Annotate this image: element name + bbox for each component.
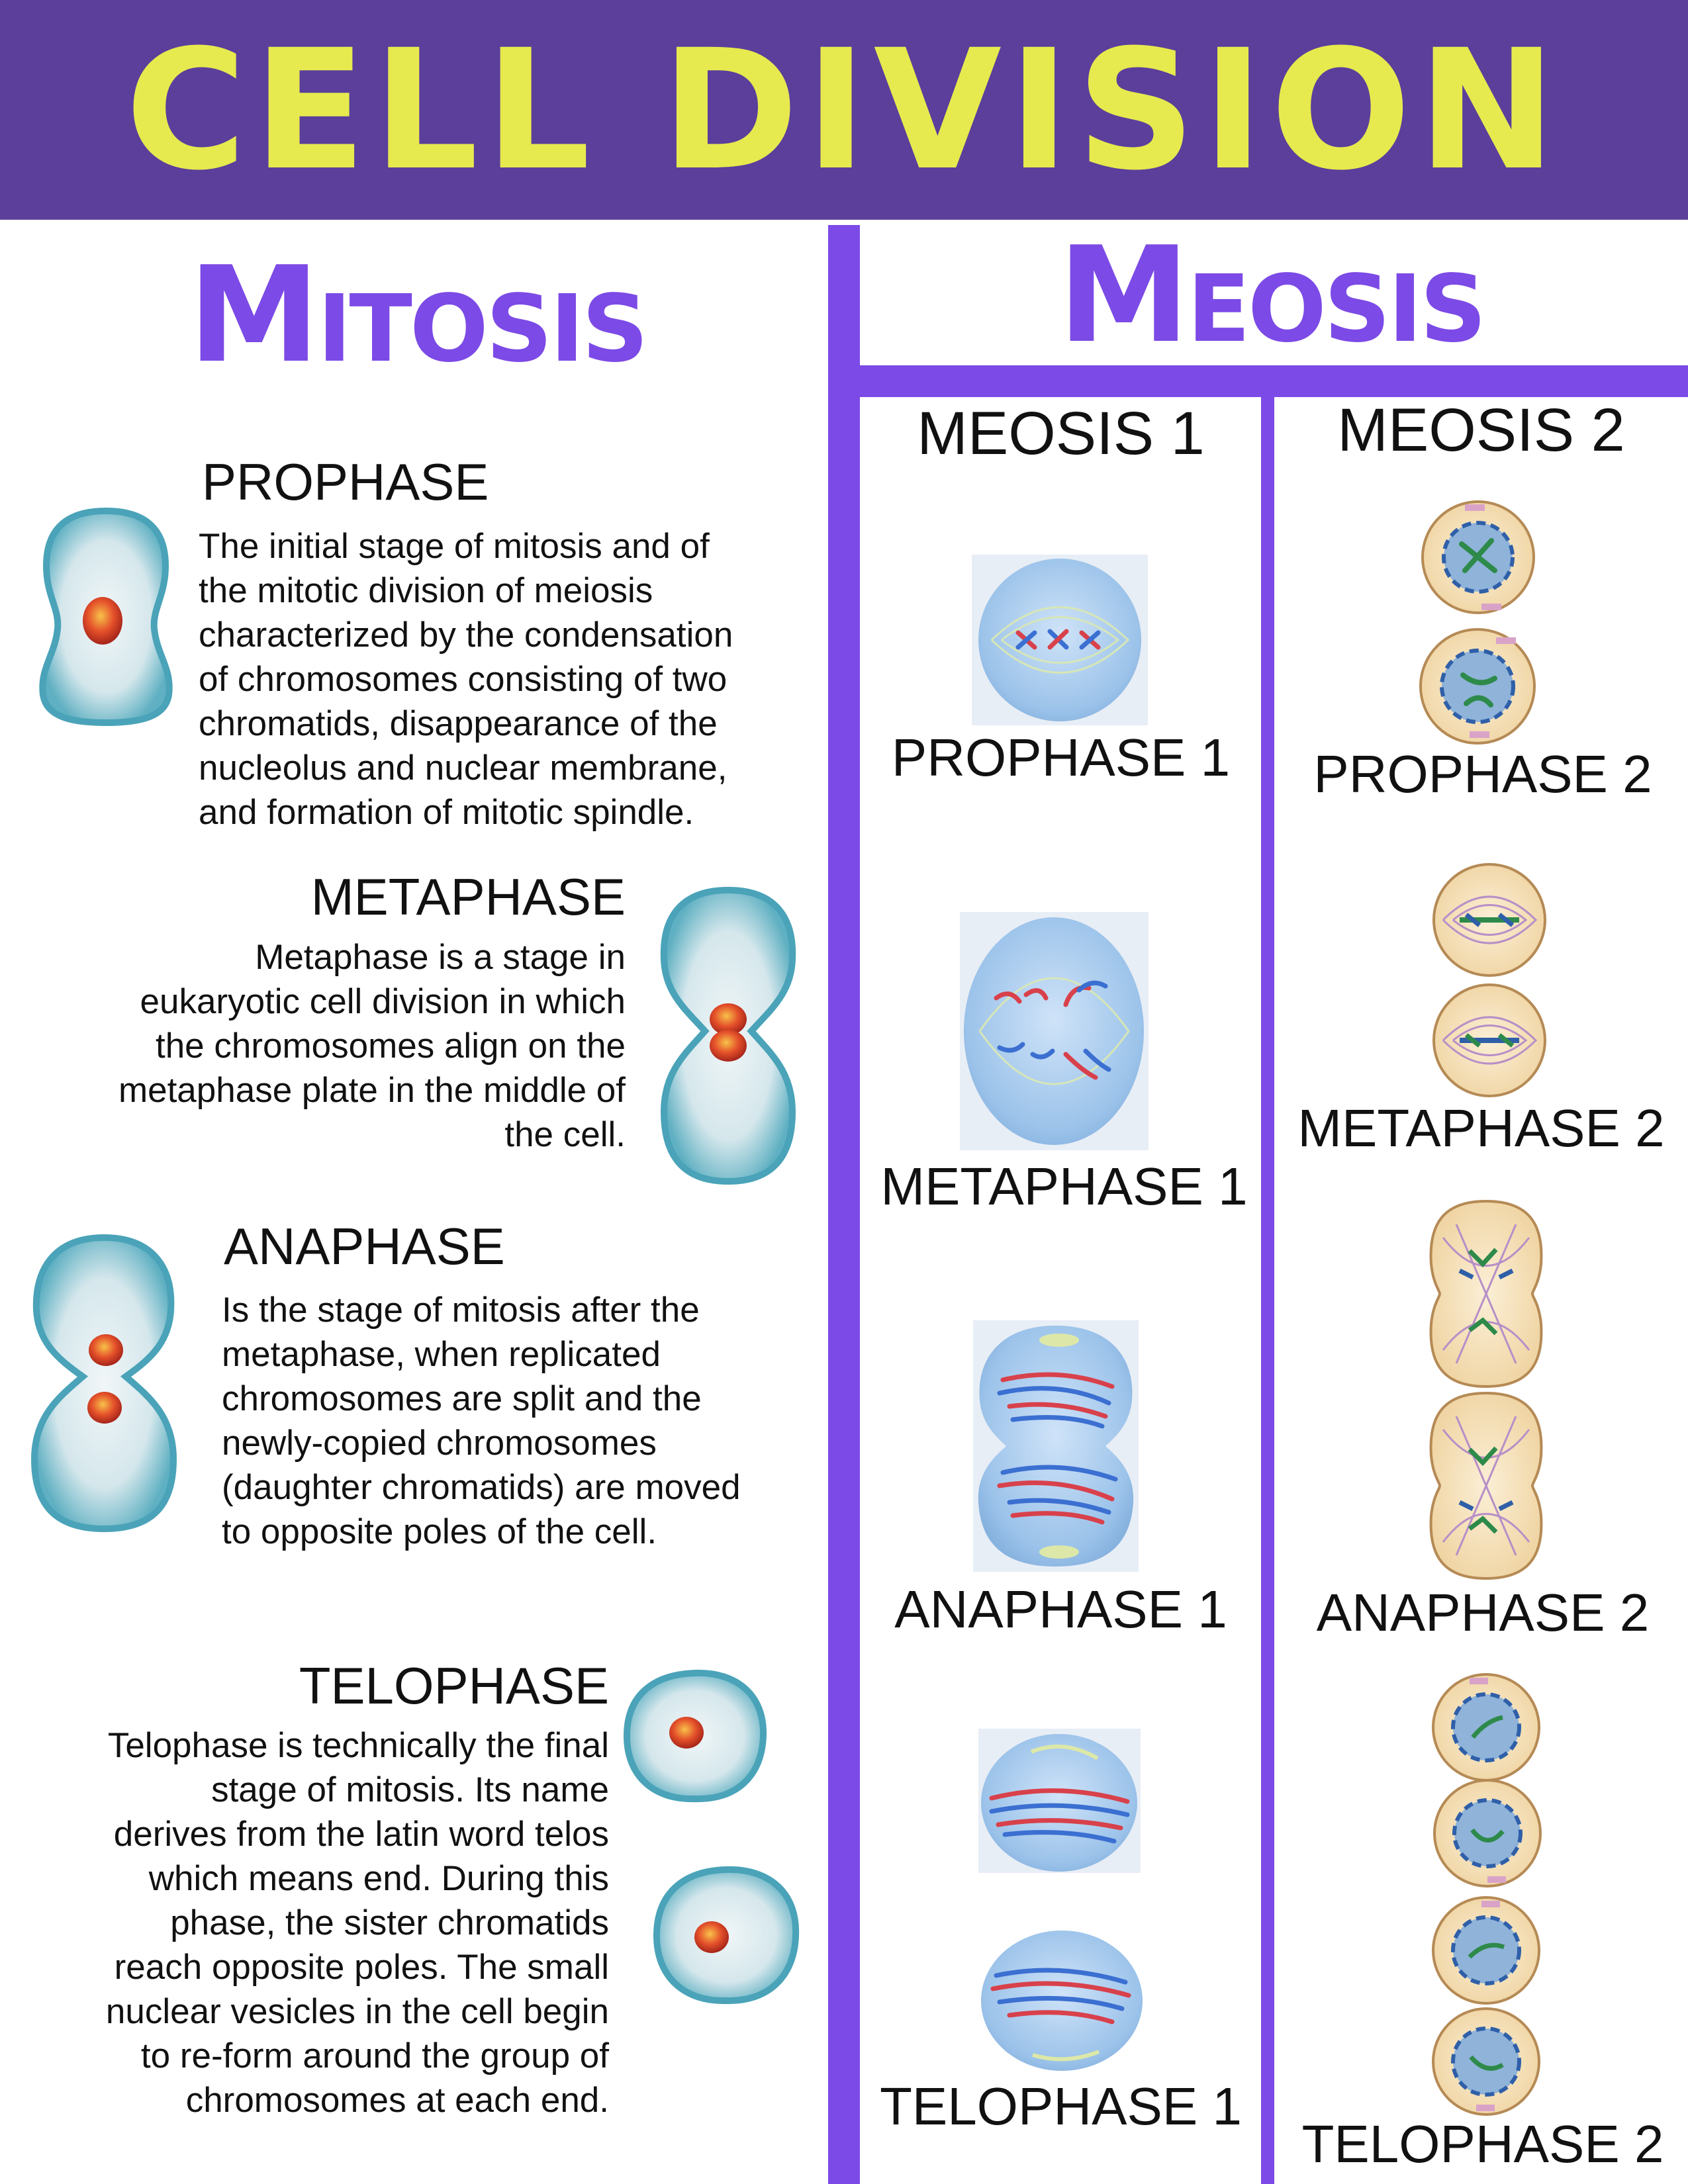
metaphase-2-image-1 xyxy=(1432,863,1546,977)
page-title: CELL DIVISION xyxy=(125,13,1563,206)
telophase-2-label: TELOPHASE 2 xyxy=(1301,2115,1664,2173)
meiosis-title: Meosis xyxy=(1058,218,1486,373)
anaphase-2-image-2 xyxy=(1429,1391,1543,1580)
telophase-cell-image-2 xyxy=(653,1866,800,2005)
telophase-heading: TELOPHASE xyxy=(299,1657,609,1715)
column-divider xyxy=(828,225,860,2184)
anaphase-1-image xyxy=(973,1320,1139,1572)
prophase-1-image xyxy=(972,555,1148,725)
meiosis-2-heading: MEOSIS 2 xyxy=(1337,396,1625,464)
anaphase-description: Is the stage of mitosis after the metaph… xyxy=(222,1291,741,1551)
telophase-2-image-2 xyxy=(1433,1779,1542,1888)
telophase-cell-image-1 xyxy=(623,1669,767,1803)
anaphase-heading: ANAPHASE xyxy=(224,1217,505,1275)
telophase-description: Telophase is technically the final stage… xyxy=(105,1726,609,2120)
metaphase-cell-image xyxy=(660,886,796,1185)
telophase-2-image-1 xyxy=(1432,1673,1540,1782)
anaphase-2-label: ANAPHASE 2 xyxy=(1316,1583,1650,1642)
prophase-2-image-2 xyxy=(1419,628,1536,745)
mitosis-title: Mitosis xyxy=(188,238,648,392)
metaphase-2-label: METAPHASE 2 xyxy=(1297,1099,1665,1158)
meiosis-1-heading: MEOSIS 1 xyxy=(917,400,1205,467)
telophase-2-image-4 xyxy=(1432,2007,1540,2116)
prophase-1-label: PROPHASE 1 xyxy=(891,728,1231,787)
prophase-2-image-1 xyxy=(1421,500,1535,614)
anaphase-2-image-1 xyxy=(1429,1199,1543,1388)
telophase-1-image-2 xyxy=(981,1931,1143,2071)
metaphase-1-label: METAPHASE 1 xyxy=(880,1157,1248,1216)
telophase-1-image-1 xyxy=(978,1729,1141,1873)
prophase-cell-image xyxy=(39,507,173,727)
metaphase-1-image xyxy=(960,912,1149,1150)
meiosis-header-rule xyxy=(860,365,1688,397)
prophase-heading: PROPHASE xyxy=(202,453,489,511)
prophase-description: The initial stage of mitosis and of the … xyxy=(199,527,733,832)
metaphase-heading: METAPHASE xyxy=(310,868,626,926)
title-banner xyxy=(0,0,1688,220)
telophase-1-label: TELOPHASE 1 xyxy=(880,2077,1242,2136)
metaphase-2-image-2 xyxy=(1432,983,1546,1097)
meiosis-column-divider xyxy=(1261,397,1274,2184)
metaphase-description: Metaphase is a stage in eukaryotic cell … xyxy=(118,938,626,1154)
telophase-2-image-3 xyxy=(1432,1896,1540,2005)
anaphase-1-label: ANAPHASE 1 xyxy=(894,1580,1227,1639)
anaphase-cell-image xyxy=(30,1234,177,1533)
prophase-2-label: PROPHASE 2 xyxy=(1313,745,1652,803)
